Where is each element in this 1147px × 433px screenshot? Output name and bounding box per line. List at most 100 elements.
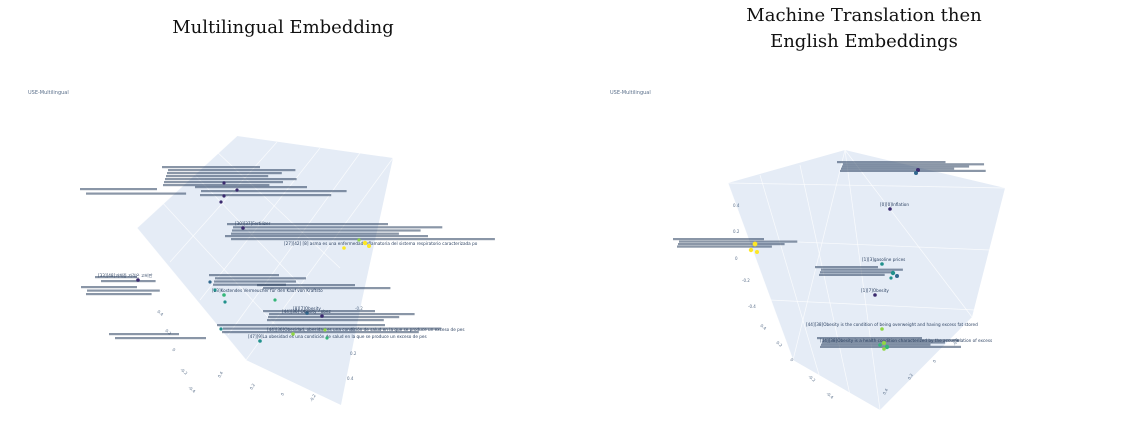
text-cluster-line — [821, 343, 931, 346]
scatter-point[interactable] — [889, 276, 893, 280]
axis-tick-label: 0.4 — [882, 387, 890, 395]
scatter-point[interactable] — [219, 327, 223, 331]
text-cluster-line — [679, 240, 798, 243]
scatter-point[interactable] — [208, 280, 212, 284]
text-cluster-line — [222, 331, 419, 334]
panel-multilingual-embedding: Multilingual Embedding USE-Multilingual … — [0, 0, 573, 433]
scatter-point[interactable] — [755, 250, 759, 254]
scatter-point[interactable] — [914, 171, 918, 175]
plot-label: USE-Multilingual — [28, 90, 69, 96]
panel-title: Multilingual Embedding — [172, 17, 394, 38]
text-cluster-line — [215, 277, 306, 280]
text-cluster-line — [678, 243, 785, 246]
scatter-point[interactable] — [878, 343, 882, 347]
text-cluster-line — [263, 287, 391, 290]
scatter-point[interactable] — [258, 339, 262, 343]
text-cluster-line — [217, 324, 385, 327]
text-cluster-line — [821, 268, 903, 271]
scatter-point[interactable] — [367, 244, 371, 248]
scene-background — [728, 150, 1005, 410]
text-cluster-line — [819, 273, 885, 276]
text-cluster-line — [817, 337, 922, 340]
grid-line — [792, 149, 846, 361]
scatter-point[interactable] — [884, 344, 890, 350]
axis-tick-label: 0.4 — [217, 370, 225, 378]
scatter-point[interactable] — [222, 194, 226, 198]
scatter-point[interactable] — [916, 168, 920, 172]
scatter-point[interactable] — [873, 293, 877, 297]
panel-machine-translation: Machine Translation then English Embeddi… — [574, 0, 1147, 433]
scatter-point[interactable] — [752, 241, 758, 247]
axis-tick-label: 0.2 — [907, 372, 915, 380]
scatter-point[interactable] — [362, 240, 368, 246]
grid-line — [227, 152, 361, 336]
point-label: [33][48]과체중 가격은 고비만 — [98, 272, 153, 279]
grid-line — [799, 164, 851, 396]
axis-tick-label: 0.2 — [350, 351, 357, 356]
scatter-point[interactable] — [235, 188, 239, 192]
axis-tick-label: 0.2 — [249, 382, 257, 390]
text-cluster-line — [815, 266, 878, 269]
scatter-point[interactable] — [888, 207, 892, 211]
scatter-point[interactable] — [291, 332, 295, 336]
scatter-point[interactable] — [880, 262, 884, 266]
plot-label: USE-Multilingual — [610, 90, 651, 96]
grid-line — [159, 199, 281, 331]
axis-tick-label: 0 — [789, 357, 795, 363]
scatter-point[interactable] — [320, 314, 324, 318]
scatter-point[interactable] — [890, 270, 896, 276]
axis-tick-label: -0.2 — [742, 278, 750, 283]
axis-tick-label: 0.4 — [733, 203, 740, 208]
text-cluster-line — [263, 310, 375, 313]
point-label: [23]Kostendes Vermeucher für den Kauf vo… — [212, 288, 323, 293]
text-cluster-line — [673, 238, 764, 241]
scatter-point[interactable] — [305, 311, 309, 315]
scatter-point[interactable] — [880, 327, 884, 331]
text-cluster-line — [168, 169, 296, 172]
grid-line — [769, 299, 976, 311]
axis-tick-label: -0.2 — [807, 374, 817, 383]
scatter-3d-chart[interactable]: 0.4 0.2 0 -0.2 -0.4 0.4 0.2 0 -0.2 -0.4 0.4 0.2 0 -0.… — [574, 0, 1147, 433]
text-cluster-line — [842, 165, 970, 168]
scatter-point[interactable] — [223, 300, 227, 304]
axis-tick-label: 0.4 — [347, 376, 354, 381]
scatter-point[interactable] — [273, 298, 277, 302]
point-label: [44][36]Obesidad, obesidad es una condic… — [267, 327, 465, 332]
scatter-point[interactable] — [136, 278, 140, 282]
text-cluster-line — [268, 316, 400, 319]
point-label: [0][0]Inflation — [880, 202, 909, 207]
axis-tick-label: -0.4 — [748, 304, 756, 309]
text-cluster-line — [233, 226, 443, 229]
scatter-3d-chart[interactable]: 0.40.20-0.2-0.40.40.20-0.20.40.20-0.2[30… — [0, 0, 573, 433]
text-cluster-line — [209, 274, 279, 277]
grid-line — [727, 182, 1006, 189]
scatter-point[interactable] — [342, 246, 346, 250]
scatter-point[interactable] — [748, 247, 754, 253]
text-cluster-line — [201, 190, 347, 193]
scene-background — [137, 136, 393, 405]
text-cluster-line — [837, 161, 946, 164]
scatter-point[interactable] — [219, 200, 223, 204]
point-label: [1][3]gasoline prices — [862, 257, 905, 262]
scatter-point[interactable] — [222, 293, 226, 297]
text-cluster-line — [167, 172, 282, 175]
scatter-point[interactable] — [895, 274, 899, 278]
scatter-point[interactable] — [241, 226, 245, 230]
text-cluster-line — [232, 229, 421, 232]
scatter-point[interactable] — [882, 341, 886, 345]
scatter-point[interactable] — [222, 181, 226, 185]
text-cluster-line — [115, 337, 206, 340]
scatter-point[interactable] — [323, 328, 327, 332]
text-cluster-line — [223, 327, 442, 330]
scatter-point[interactable] — [357, 238, 361, 242]
axis-tick-label: -0.2 — [309, 393, 317, 403]
scatter-point[interactable] — [325, 336, 329, 340]
text-cluster-line — [823, 339, 960, 342]
scatter-point[interactable] — [213, 288, 217, 292]
text-cluster-line — [162, 166, 260, 169]
scatter-point[interactable] — [882, 347, 886, 351]
text-cluster-line — [165, 178, 297, 181]
text-cluster-line — [257, 284, 355, 287]
grid-line — [136, 227, 247, 361]
text-cluster-line — [225, 235, 428, 238]
